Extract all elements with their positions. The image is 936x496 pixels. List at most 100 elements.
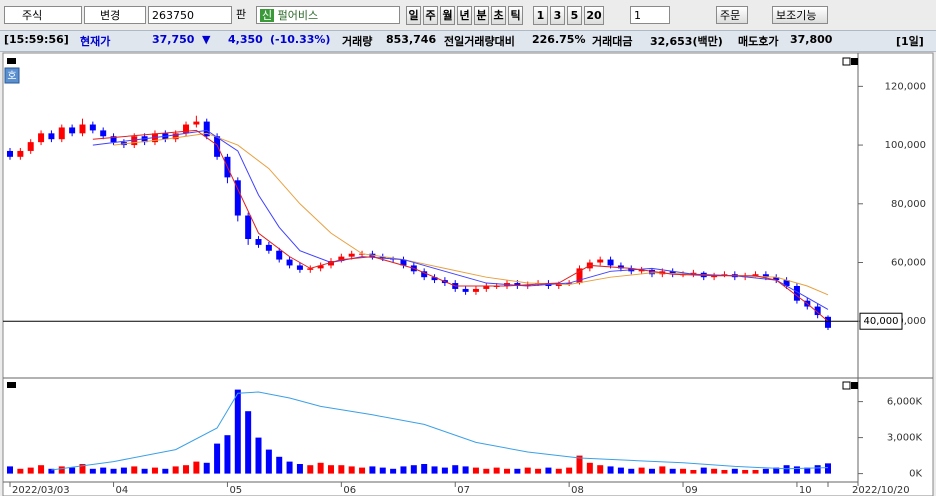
chart-panel	[2, 52, 934, 496]
volume-bar	[597, 465, 604, 474]
volume-label: 거래량	[342, 35, 373, 48]
candle-body	[317, 265, 324, 269]
change-select[interactable]: 변경	[84, 6, 146, 24]
period-button[interactable]: 주	[423, 6, 438, 25]
candle-body	[711, 275, 718, 278]
period-button[interactable]: 틱	[508, 6, 523, 25]
candle-body	[255, 239, 262, 245]
volume-bar	[69, 467, 76, 474]
stock-name: 펄어비스	[277, 9, 319, 22]
volume-bar	[783, 465, 790, 474]
level-box	[859, 312, 903, 330]
volume-bar	[514, 468, 521, 474]
volume-bar	[89, 468, 96, 474]
volume-bar	[431, 466, 438, 474]
x-tick-label: 10	[799, 485, 812, 496]
period-button[interactable]: 3	[550, 6, 565, 25]
indicators: 보조기능	[776, 9, 817, 22]
candle-body	[69, 127, 76, 134]
indicator-button[interactable]: 보조기능	[772, 6, 828, 24]
volume-bar	[27, 467, 34, 474]
volume-bar	[752, 470, 759, 474]
period-button[interactable]: 초	[491, 6, 506, 25]
amount: 32,653(백만)	[650, 35, 723, 48]
volume-bar	[504, 468, 511, 474]
y-tick-label: 100,000	[885, 140, 926, 151]
volume-bar	[38, 465, 45, 474]
volume-bar	[410, 465, 417, 474]
candle-body	[825, 316, 831, 328]
x-tick-label: 05	[229, 485, 242, 496]
candle-body	[7, 150, 13, 157]
volume-bar	[607, 466, 614, 474]
candle-body	[183, 124, 190, 134]
period-button[interactable]: 월	[440, 6, 455, 25]
candle-body	[793, 285, 800, 301]
panel-max[interactable]	[842, 381, 851, 390]
volume-bar	[348, 466, 355, 474]
prev-ratio-label: 전일거래량대비	[444, 35, 515, 48]
candle-body	[131, 136, 138, 146]
panel-max[interactable]	[842, 57, 851, 66]
unit: 1	[634, 9, 641, 22]
volume-bar	[100, 467, 107, 474]
volume-bar	[421, 464, 428, 474]
candle-body	[48, 133, 55, 140]
volume-bar	[762, 468, 769, 474]
period-button[interactable]: 분	[474, 6, 489, 25]
volume-bar	[327, 465, 334, 474]
panel-close[interactable]	[851, 58, 858, 65]
volume-bar	[172, 466, 179, 474]
volume-bar	[131, 466, 138, 474]
code-input[interactable]: 263750	[148, 6, 232, 24]
x-tick-label: 04	[116, 485, 129, 496]
order: 주문	[720, 9, 741, 22]
candle-body	[783, 280, 790, 286]
y-tick-label: 3,000K	[887, 433, 923, 444]
name-box[interactable]: 신 펄어비스	[256, 6, 400, 24]
volume-bar	[162, 468, 169, 474]
candle-body	[379, 256, 386, 259]
time: [15:59:56]	[4, 33, 69, 46]
pan[interactable]: 판	[236, 8, 247, 21]
info-bar: [15:59:56] 현재가 37,750 ▼ 4,350 (-10.33%) …	[0, 30, 936, 52]
volume-bar	[680, 468, 687, 474]
volume-bar	[638, 467, 645, 474]
volume-bar	[265, 449, 272, 474]
side-button[interactable]	[4, 67, 20, 84]
unit-input[interactable]: 1	[630, 6, 670, 24]
candle-body	[214, 136, 221, 157]
period-button[interactable]: 일	[406, 6, 421, 25]
candle-body	[472, 288, 479, 292]
candle-body	[38, 133, 45, 143]
price-label: 현재가	[80, 35, 111, 48]
y-tick-label: 40,000	[891, 316, 926, 327]
change: 4,350	[228, 33, 263, 46]
candle-body	[17, 150, 24, 157]
period-button[interactable]: 20	[584, 6, 604, 25]
panel-close[interactable]	[851, 382, 858, 389]
volume-bar	[369, 466, 376, 474]
candle-body	[276, 250, 283, 260]
volume-bar	[659, 466, 666, 474]
panel-icon[interactable]	[7, 58, 16, 64]
volume-bar	[400, 466, 407, 474]
moving-average	[92, 129, 829, 322]
period-button[interactable]: 5	[567, 6, 582, 25]
order-button[interactable]: 주문	[716, 6, 748, 24]
volume-bar	[731, 468, 738, 474]
period-button[interactable]: 1	[533, 6, 548, 25]
arrow: ▼	[202, 33, 211, 46]
candle-body	[607, 259, 614, 266]
volume-bar	[576, 455, 583, 474]
volume-bar	[472, 467, 479, 474]
panel-icon[interactable]	[7, 382, 16, 388]
y-tick-label: 60,000	[891, 258, 926, 269]
market-select[interactable]: 주식	[4, 6, 82, 24]
volume-bar	[379, 467, 386, 474]
period-button[interactable]: 년	[457, 6, 472, 25]
x-tick-label: 2022/10/20	[852, 485, 910, 496]
side-button-label: 호	[7, 70, 16, 82]
